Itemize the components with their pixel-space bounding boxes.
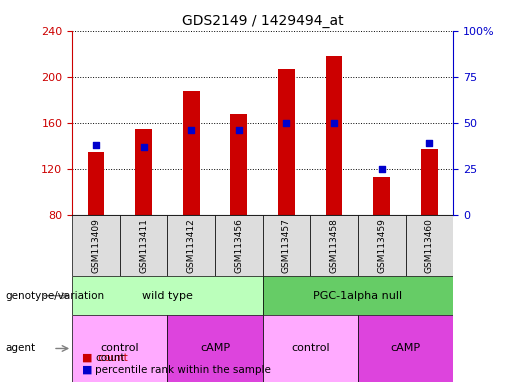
Text: GSM113409: GSM113409 <box>92 218 100 273</box>
Text: GSM113460: GSM113460 <box>425 218 434 273</box>
Bar <box>183 91 199 215</box>
Bar <box>405 215 453 276</box>
Point <box>282 120 290 126</box>
Bar <box>72 215 119 276</box>
Bar <box>263 276 453 315</box>
Text: cAMP: cAMP <box>200 343 230 354</box>
Bar <box>263 315 358 382</box>
Bar <box>358 215 405 276</box>
Point <box>377 166 386 172</box>
Point <box>425 140 434 146</box>
Text: agent: agent <box>5 343 35 354</box>
Text: GSM113457: GSM113457 <box>282 218 291 273</box>
Bar <box>167 215 215 276</box>
Point <box>330 120 338 126</box>
Point <box>140 144 148 150</box>
Bar <box>373 177 390 215</box>
Bar <box>326 56 342 215</box>
Point <box>92 142 100 148</box>
Text: ■: ■ <box>82 364 93 375</box>
Point <box>187 127 195 133</box>
Text: count: count <box>95 353 125 363</box>
Bar <box>263 215 310 276</box>
Text: GSM113411: GSM113411 <box>139 218 148 273</box>
Bar <box>119 215 167 276</box>
Text: GSM113456: GSM113456 <box>234 218 243 273</box>
Bar <box>215 215 263 276</box>
Text: PGC-1alpha null: PGC-1alpha null <box>313 291 403 301</box>
Bar <box>135 129 152 215</box>
Text: control: control <box>100 343 139 354</box>
Text: ■: ■ <box>82 353 93 363</box>
Bar <box>167 315 263 382</box>
Text: control: control <box>291 343 330 354</box>
Bar <box>358 315 453 382</box>
Bar <box>72 276 263 315</box>
Title: GDS2149 / 1429494_at: GDS2149 / 1429494_at <box>182 14 344 28</box>
Text: percentile rank within the sample: percentile rank within the sample <box>95 364 271 375</box>
Bar <box>231 114 247 215</box>
Text: wild type: wild type <box>142 291 193 301</box>
Text: GSM113459: GSM113459 <box>377 218 386 273</box>
Bar <box>310 215 358 276</box>
Bar <box>278 69 295 215</box>
Point <box>235 127 243 133</box>
Text: GSM113412: GSM113412 <box>187 218 196 273</box>
Bar <box>72 315 167 382</box>
Bar <box>421 149 438 215</box>
Text: GSM113458: GSM113458 <box>330 218 338 273</box>
Text: cAMP: cAMP <box>390 343 421 354</box>
Text: ■  count: ■ count <box>82 353 128 363</box>
Bar <box>88 152 104 215</box>
Text: genotype/variation: genotype/variation <box>5 291 104 301</box>
